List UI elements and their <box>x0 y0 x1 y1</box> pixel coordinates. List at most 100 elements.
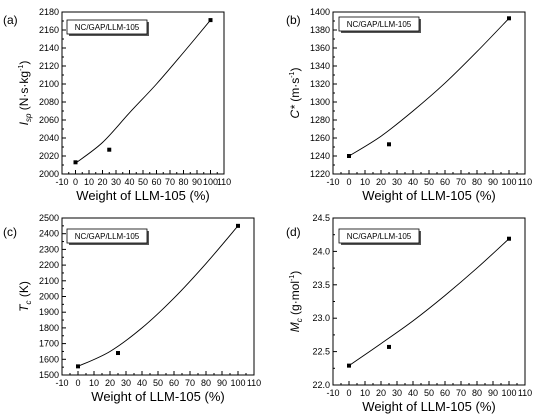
x-axis-label: Weight of LLM-105 (%) <box>362 399 495 414</box>
y-tick-label: 1500 <box>39 370 59 380</box>
y-axis-label: Tc (K) <box>17 281 33 312</box>
x-tick-label: 40 <box>137 378 147 388</box>
y-tick-label: 2120 <box>39 61 59 71</box>
x-tick-label: 20 <box>376 177 386 187</box>
legend-box <box>338 228 420 244</box>
legend-text: NC/GAP/LLM-105 <box>347 20 412 29</box>
x-tick-label: 10 <box>89 378 99 388</box>
x-axis-label: Weight of LLM-105 (%) <box>91 389 224 404</box>
x-tick-label: 30 <box>111 177 121 187</box>
plot-frame <box>332 11 526 175</box>
x-tick-label: 70 <box>165 177 175 187</box>
legend-box <box>66 228 148 244</box>
data-point <box>76 364 80 369</box>
x-tick-label: 10 <box>360 388 370 398</box>
x-tick-label: -10 <box>326 177 339 187</box>
x-tick-label: 80 <box>178 177 188 187</box>
data-point <box>208 18 213 23</box>
y-tick-label: 2300 <box>39 244 59 254</box>
y-axis-label: C* (m·s-1) <box>288 68 302 119</box>
x-tick-label: 0 <box>346 177 351 187</box>
x-tick-label: 60 <box>440 177 450 187</box>
panel-3: -10 0 10 20 30 40 50 60 70 80 90 100 110 22.0 22.5 23.0… <box>286 213 532 414</box>
y-tick-label: 2500 <box>39 213 59 223</box>
x-tick-label: 80 <box>472 388 482 398</box>
x-tick-label: 60 <box>151 177 161 187</box>
y-tick-label: 22.0 <box>312 380 330 390</box>
x-tick-label: 50 <box>138 177 148 187</box>
x-tick-label: 60 <box>169 378 179 388</box>
x-tick-label: -10 <box>326 388 339 398</box>
data-point <box>387 344 391 349</box>
panel-2: -10 0 10 20 30 40 50 60 70 80 90 100 110 1500 1600 1700… <box>3 213 261 404</box>
fit-curve <box>77 225 239 367</box>
x-tick-label: 10 <box>84 177 94 187</box>
x-tick-label: 110 <box>518 388 532 398</box>
y-tick-label: 1700 <box>39 339 59 349</box>
y-tick-label: 1600 <box>39 354 59 364</box>
x-tick-label: 50 <box>424 177 434 187</box>
x-tick-label: 100 <box>230 378 245 388</box>
y-tick-label: 2100 <box>39 79 59 89</box>
x-tick-label: 40 <box>408 388 418 398</box>
x-tick-label: 20 <box>376 388 386 398</box>
y-tick-label: 2180 <box>39 7 59 17</box>
y-tick-label: 1400 <box>310 7 330 17</box>
data-point <box>347 154 351 158</box>
x-tick-label: 80 <box>201 378 211 388</box>
y-tick-label: 1900 <box>39 307 59 317</box>
x-tick-label: 40 <box>408 177 418 187</box>
x-tick-label: 50 <box>153 378 163 388</box>
y-tick-label: 2000 <box>39 292 59 302</box>
x-tick-label: 80 <box>472 177 482 187</box>
x-tick-label: 90 <box>488 388 498 398</box>
data-point <box>236 223 240 228</box>
data-point <box>507 236 511 241</box>
y-axis-label: Mc (g·mol-1) <box>288 271 304 333</box>
y-tick-label: 1280 <box>310 115 330 125</box>
panel-label: (d) <box>286 225 301 239</box>
y-tick-label: 2160 <box>39 25 59 35</box>
legend-text: NC/GAP/LLM-105 <box>75 232 140 241</box>
y-tick-label: 1260 <box>310 133 330 143</box>
x-tick-label: 40 <box>124 177 134 187</box>
x-tick-label: 110 <box>247 378 261 388</box>
x-tick-label: 110 <box>217 177 231 187</box>
data-point <box>73 160 78 165</box>
x-tick-label: 100 <box>501 388 516 398</box>
data-point <box>107 147 112 152</box>
x-tick-label: 0 <box>346 388 351 398</box>
x-tick-label: -10 <box>55 378 68 388</box>
x-tick-label: 70 <box>456 388 466 398</box>
y-tick-label: 24.5 <box>312 213 330 223</box>
x-tick-label: 20 <box>105 378 115 388</box>
x-axis-label: Weight of LLM-105 (%) <box>362 188 495 203</box>
legend-box <box>338 16 420 32</box>
y-tick-label: 2000 <box>39 169 59 179</box>
fit-curve <box>75 19 211 164</box>
legend-box <box>66 19 148 35</box>
y-tick-label: 1340 <box>310 61 330 71</box>
data-point <box>347 363 351 368</box>
y-tick-label: 1300 <box>310 97 330 107</box>
y-tick-label: 1800 <box>39 323 59 333</box>
x-tick-label: 70 <box>456 177 466 187</box>
y-tick-label: 1380 <box>310 25 330 35</box>
y-tick-label: 2020 <box>39 151 59 161</box>
x-tick-label: 50 <box>424 388 434 398</box>
y-tick-label: 1320 <box>310 79 330 89</box>
x-tick-label: 90 <box>488 177 498 187</box>
x-tick-label: 30 <box>392 177 402 187</box>
y-tick-label: 2100 <box>39 276 59 286</box>
x-tick-label: 90 <box>192 177 202 187</box>
x-tick-label: 100 <box>501 177 516 187</box>
y-tick-label: 2140 <box>39 43 59 53</box>
x-tick-label: 0 <box>75 378 80 388</box>
x-tick-label: 90 <box>217 378 227 388</box>
data-point <box>387 142 391 147</box>
x-tick-label: 10 <box>360 177 370 187</box>
x-tick-label: 60 <box>440 388 450 398</box>
plot-frame <box>61 11 225 175</box>
panel-1: -10 0 10 20 30 40 50 60 70 80 90 100 110 1220 1240 1260… <box>286 7 532 203</box>
